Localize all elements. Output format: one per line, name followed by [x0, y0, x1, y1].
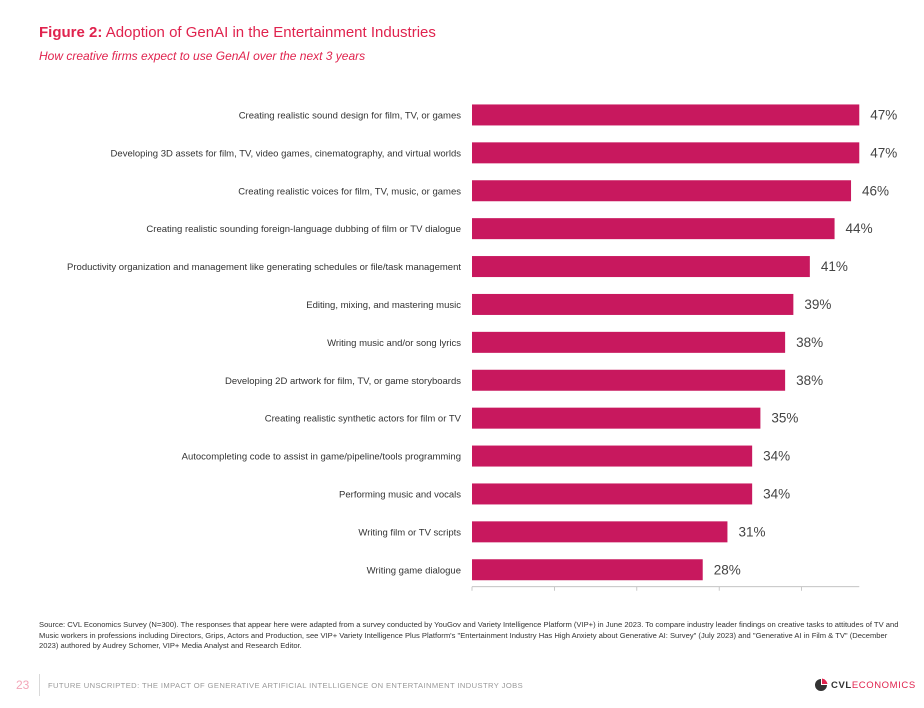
category-label: Writing film or TV scripts [358, 527, 461, 538]
data-label: 38% [796, 335, 823, 350]
bar [472, 293, 794, 315]
x-tick-label: 0% [465, 599, 478, 600]
footer-divider [39, 674, 40, 696]
data-label: 38% [796, 373, 823, 388]
category-label: Creating realistic synthetic actors for … [265, 414, 462, 425]
data-label: 34% [763, 486, 790, 501]
bar-chart: Creating realistic sound design for film… [67, 104, 897, 600]
category-label: Writing music and/or song lyrics [327, 338, 461, 349]
bar [472, 445, 753, 467]
category-label: Writing game dialogue [367, 565, 461, 576]
cvl-logo-icon [815, 678, 828, 691]
bar [472, 559, 703, 581]
category-label: Productivity organization and management… [67, 262, 461, 273]
bar [472, 142, 860, 164]
data-label: 28% [714, 562, 741, 577]
data-label: 46% [862, 183, 889, 198]
bar [472, 369, 786, 391]
category-label: Creating realistic sounding foreign-lang… [146, 224, 461, 235]
category-label: Developing 2D artwork for film, TV, or g… [225, 376, 461, 387]
bar [472, 218, 835, 240]
category-label: Performing music and vocals [339, 489, 461, 500]
cvl-logo-text: CVLECONOMICS [831, 680, 916, 691]
data-label: 31% [738, 524, 765, 539]
figure-title: Figure 2: Adoption of GenAI in the Enter… [39, 24, 436, 41]
data-label: 44% [846, 221, 873, 236]
data-label: 35% [771, 411, 798, 426]
bar [472, 407, 761, 429]
source-note: Source: CVL Economics Survey (N=300). Th… [39, 620, 899, 650]
figure-title-text: Adoption of GenAI in the Entertainment I… [105, 24, 436, 41]
category-label: Creating realistic sound design for film… [239, 110, 462, 121]
page-number: 23 [16, 678, 30, 692]
bar [472, 180, 852, 202]
bar [472, 256, 810, 278]
cvl-logo: CVLECONOMICS [814, 678, 916, 692]
category-label: Creating realistic voices for film, TV, … [238, 186, 461, 197]
data-label: 39% [804, 297, 831, 312]
logo-rest: ECONOMICS [851, 679, 916, 691]
data-label: 34% [763, 449, 790, 464]
bar [472, 521, 728, 543]
x-tick-label: 10% [545, 599, 563, 600]
data-label: 47% [870, 145, 897, 160]
bar [472, 483, 753, 505]
data-label: 41% [821, 259, 848, 274]
x-tick-label: 40% [793, 599, 811, 600]
data-label: 47% [870, 107, 897, 122]
x-tick-label: 30% [710, 599, 728, 600]
bar [472, 104, 860, 126]
category-label: Autocompleting code to assist in game/pi… [182, 452, 461, 463]
x-tick-label: 20% [628, 599, 646, 600]
figure-subtitle: How creative firms expect to use GenAI o… [39, 49, 366, 63]
bar [472, 331, 786, 353]
category-label: Developing 3D assets for film, TV, video… [111, 148, 462, 159]
figure-label: Figure 2: [39, 24, 103, 41]
footer-title: FUTURE UNSCRIPTED: THE IMPACT OF GENERAT… [48, 681, 524, 690]
logo-bold: CVL [831, 679, 852, 691]
category-label: Editing, mixing, and mastering music [306, 300, 461, 311]
